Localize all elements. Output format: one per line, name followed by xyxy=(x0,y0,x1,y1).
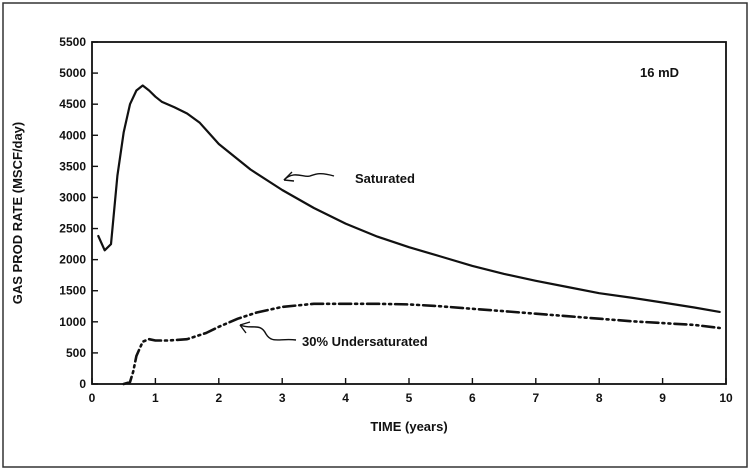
x-tick-label: 3 xyxy=(279,391,286,405)
saturated-series-line xyxy=(97,84,721,313)
y-tick-label: 1000 xyxy=(59,315,86,329)
x-tick-label: 4 xyxy=(342,391,349,405)
y-tick-label: 500 xyxy=(66,346,86,360)
y-tick-label: 3000 xyxy=(59,190,86,204)
y-tick-label: 4500 xyxy=(59,97,86,111)
y-tick-label: 1500 xyxy=(59,284,86,298)
x-tick-label: 8 xyxy=(596,391,603,405)
undersaturated-series-label: 30% Undersaturated xyxy=(302,334,428,349)
y-tick-label: 4000 xyxy=(59,128,86,142)
x-tick-label: 1 xyxy=(152,391,159,405)
undersaturated-series-line xyxy=(122,302,721,386)
x-tick-label: 9 xyxy=(659,391,666,405)
undersaturated-leader-arrow xyxy=(239,321,251,334)
x-axis-label: TIME (years) xyxy=(370,419,447,434)
permeability-annotation: 16 mD xyxy=(640,65,679,80)
x-axis-ticks: 0 1 2 3 4 5 6 7 8 9 10 xyxy=(89,378,733,405)
undersaturated-leader-line xyxy=(239,324,297,341)
saturated-leader-arrow xyxy=(283,171,295,182)
series-layer xyxy=(97,84,721,386)
y-axis-ticks: 0 500 1000 1500 2000 2500 3000 3500 4000 4500 5000… xyxy=(59,35,98,391)
y-tick-label: 0 xyxy=(79,377,86,391)
x-tick-label: 7 xyxy=(532,391,539,405)
saturated-leader-line xyxy=(283,173,335,181)
y-tick-label: 5000 xyxy=(59,66,86,80)
saturated-series-label: Saturated xyxy=(355,171,415,186)
x-tick-label: 0 xyxy=(89,391,96,405)
x-tick-label: 10 xyxy=(719,391,733,405)
y-tick-label: 3500 xyxy=(59,159,86,173)
y-tick-label: 2000 xyxy=(59,253,86,267)
y-axis-label: GAS PROD RATE (MSCF/day) xyxy=(10,122,25,305)
y-tick-label: 5500 xyxy=(59,35,86,49)
x-tick-label: 5 xyxy=(406,391,413,405)
y-tick-label: 2500 xyxy=(59,222,86,236)
x-tick-label: 2 xyxy=(215,391,222,405)
x-tick-label: 6 xyxy=(469,391,476,405)
